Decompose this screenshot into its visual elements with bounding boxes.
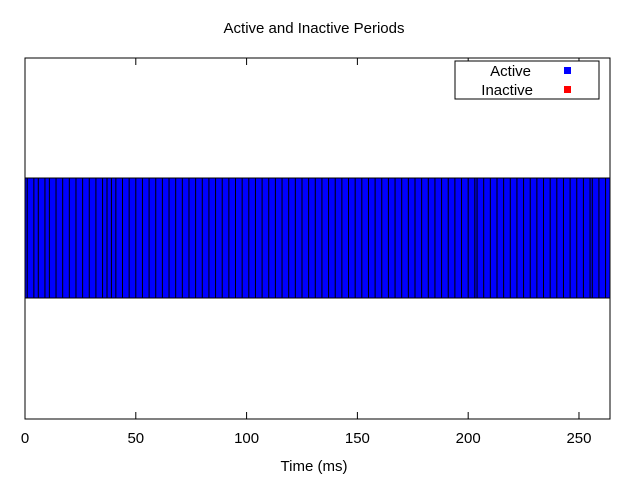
x-axis-label: Time (ms)	[281, 458, 348, 475]
x-tick-label: 150	[345, 430, 370, 447]
x-tick-label: 100	[234, 430, 259, 447]
x-axis: 0 50 100 150 200 250	[21, 58, 591, 447]
legend-label-inactive: Inactive	[481, 82, 533, 99]
chart-title: Active and Inactive Periods	[224, 20, 405, 37]
legend-box	[454, 60, 600, 100]
legend: Active Inactive	[454, 60, 600, 100]
x-tick-label: 50	[127, 430, 144, 447]
legend-label-active: Active	[490, 63, 531, 80]
activity-bars	[24, 177, 611, 299]
active-interval-bar	[24, 177, 611, 299]
legend-swatch-active	[564, 67, 571, 74]
x-tick-label: 250	[566, 430, 591, 447]
legend-swatch-inactive	[564, 86, 571, 93]
x-tick-label: 0	[21, 430, 29, 447]
x-tick-label: 200	[456, 430, 481, 447]
